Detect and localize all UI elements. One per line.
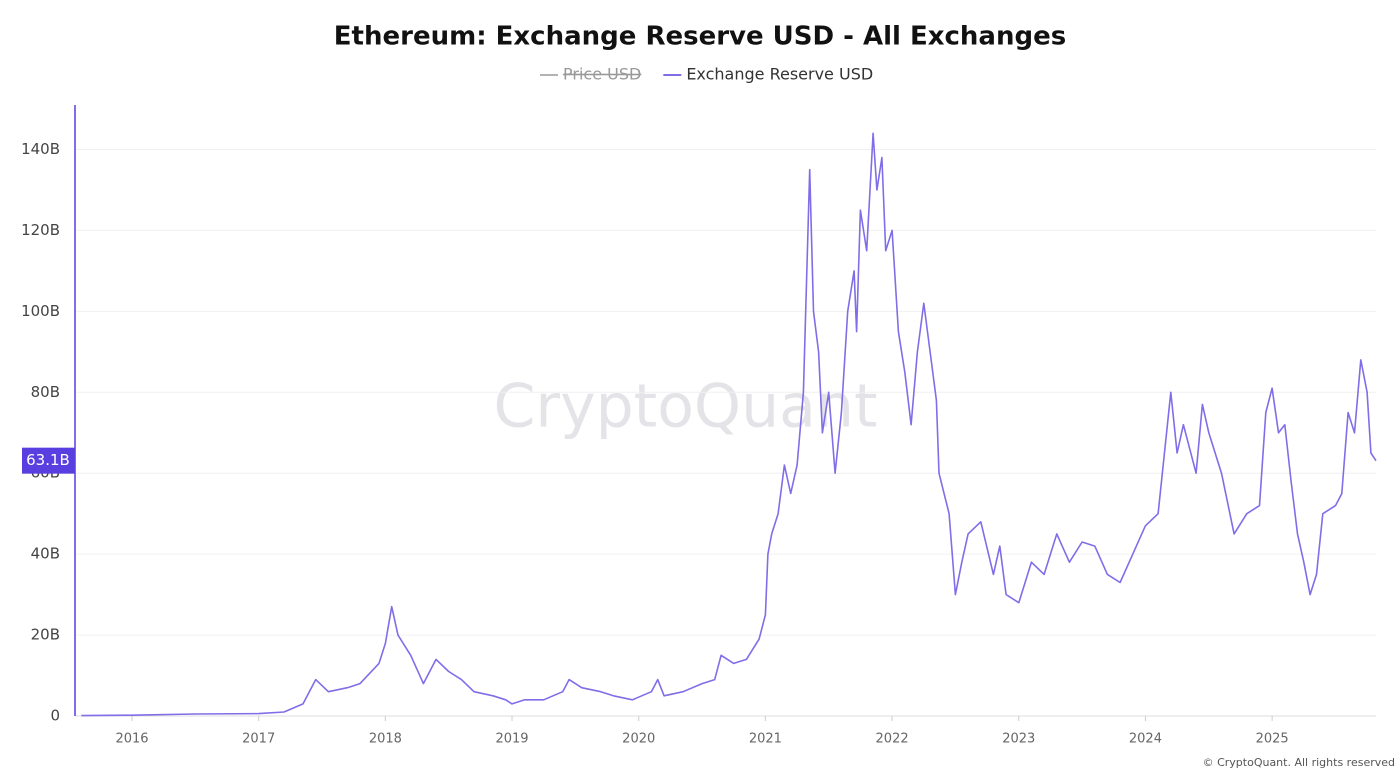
- x-tick-label: 2016: [115, 732, 148, 747]
- legend-label[interactable]: Price USD: [563, 65, 641, 84]
- data-line: [81, 132, 1377, 717]
- x-tick-label: 2019: [495, 732, 528, 747]
- footer: © CryptoQuant. All rights reserved: [1203, 756, 1395, 769]
- y-tick-label: 100B: [21, 302, 60, 320]
- legend-label[interactable]: Exchange Reserve USD: [686, 65, 873, 84]
- x-tick-label: 2017: [242, 732, 275, 747]
- current-value-label: 63.1B: [26, 451, 70, 469]
- x-tick-label: 2025: [1256, 732, 1289, 747]
- y-tick-label: 120B: [21, 221, 60, 239]
- y-tick-label: 0: [50, 707, 60, 725]
- x-tick-label: 2023: [1002, 732, 1035, 747]
- y-tick-label: 140B: [21, 140, 60, 158]
- y-tick-label: 20B: [31, 626, 60, 644]
- x-tick-label: 2018: [369, 732, 402, 747]
- y-tick-label: 80B: [31, 383, 60, 401]
- x-tick-label: 2021: [749, 732, 782, 747]
- x-tick-label: 2022: [876, 732, 909, 747]
- x-tick-label: 2020: [622, 732, 655, 747]
- chart-title: Ethereum: Exchange Reserve USD - All Exc…: [334, 22, 1066, 52]
- watermark: CryptoQuant: [494, 372, 878, 442]
- x-tick-label: 2024: [1129, 732, 1162, 747]
- current-value-badge: [22, 447, 75, 474]
- y-tick-label: 40B: [31, 545, 60, 563]
